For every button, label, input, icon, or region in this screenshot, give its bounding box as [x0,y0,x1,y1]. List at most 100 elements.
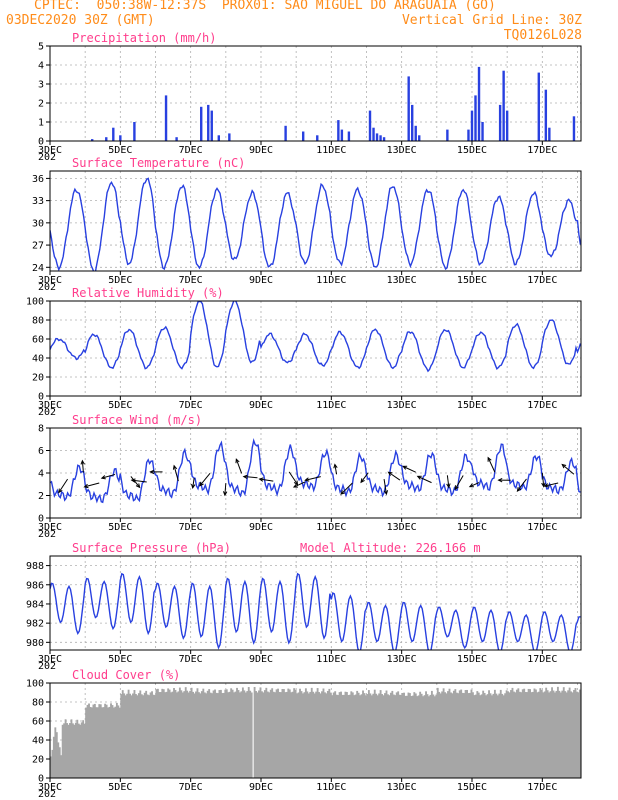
x-tick-label: 11DEC [316,782,346,793]
cloud-bar [222,692,225,778]
cloud-bar [114,706,117,778]
cloud-bar [233,692,236,778]
cloud-bar [88,703,90,778]
cloud-bar [510,690,512,778]
wind-arrow-head [360,478,365,484]
x-tick-label: 13DEC [387,654,417,665]
panel-plot [50,177,581,271]
cloud-bar [212,690,215,778]
wind-arrow-shaft [446,475,450,488]
cloud-bar [365,695,367,778]
cloud-bar [181,692,184,778]
cloud-bar [123,693,126,778]
cloud-bar [469,692,471,778]
cloud-bar [105,704,108,778]
cloud-bar [284,692,287,778]
cloud-bar [323,692,326,778]
cloud-bar [450,692,452,778]
cloud-bar [479,695,482,778]
cloud-bar [576,691,578,778]
cloud-bar [92,704,95,778]
cloud-bar [115,702,118,778]
cloud-bar [319,693,322,778]
cloud-bar [518,691,521,778]
cloud-bar [388,695,391,778]
cloud-bar [167,688,170,778]
cloud-bar [306,691,309,778]
cloud-bar [278,691,281,778]
cloud-bar [230,688,233,778]
panel-title: Surface Temperature (nC) [72,156,245,170]
cloud-bar [154,695,156,778]
header-grid-line: Vertical Grid Line: 30Z [401,13,582,28]
panel-plot [50,301,581,373]
cloud-bar [413,692,416,778]
wind-arrow-head [561,463,567,469]
cloud-bar [234,691,237,778]
cloud-bar [321,691,323,778]
cloud-bar [322,688,325,778]
cloud-bar [54,727,57,778]
wind-arrow-head [149,469,155,475]
x-tick-label: 17DEC [527,654,557,665]
x-tick-label: 5DEC [108,654,132,665]
cloud-bar [568,687,571,778]
cloud-bar [192,691,194,778]
cloud-bar [203,692,206,778]
cloud-bar [91,707,93,778]
cloud-bar [98,704,101,778]
cloud-bar [156,688,159,778]
panel-frame [49,45,582,142]
cloud-bar [376,695,379,778]
cloud-bar [309,691,312,778]
y-tick-label: 80 [32,698,44,709]
cloud-bar [344,691,347,778]
cloud-bar [411,695,414,778]
precip-bar [301,131,305,141]
cloud-bar [454,689,457,778]
cloud-bar [574,688,577,778]
panel-plot [50,686,581,778]
cloud-bar [551,687,553,778]
precip-bar [379,135,382,141]
cloud-bar [86,704,89,778]
cloud-bar [117,705,120,778]
cloud-bar [491,695,493,778]
cloud-bar [562,687,565,778]
precip-bar [284,125,287,141]
y-tick-label: 980 [26,638,44,649]
cloud-bar [477,692,480,778]
precip-bar [505,110,509,141]
cloud-bar [187,692,190,778]
y-tick-label: 0 [38,774,44,785]
precip-bar [467,129,470,141]
cloud-bar [394,695,397,778]
cloud-bar [436,687,439,778]
cloud-bar [577,692,580,778]
cloud-bar [403,692,405,778]
y-tick-label: 30 [32,218,44,229]
cloud-bar [335,694,338,778]
cloud-bar [174,689,177,778]
wind-arrow-shaft [224,483,227,496]
cloud-bar [195,691,197,778]
cloud-bar [373,689,376,778]
cloud-bar [239,692,241,778]
cloud-bar [359,695,362,778]
cloud-bar [211,693,214,778]
cloud-bar [240,691,243,778]
cloud-bar [142,695,145,778]
cloud-bar [548,692,551,778]
wind-arrow-shaft [469,482,480,488]
precip-bar [133,122,136,141]
cloud-bar [80,722,83,778]
cloud-bar [158,692,161,778]
cloud-bar [291,691,294,778]
x-tick-label: 5DEC [108,275,132,286]
cloud-bar [205,693,208,778]
cloud-bar [362,690,364,778]
cloud-bar [296,693,299,778]
cloud-bar [231,689,234,778]
wind-arrow-head [235,458,240,464]
